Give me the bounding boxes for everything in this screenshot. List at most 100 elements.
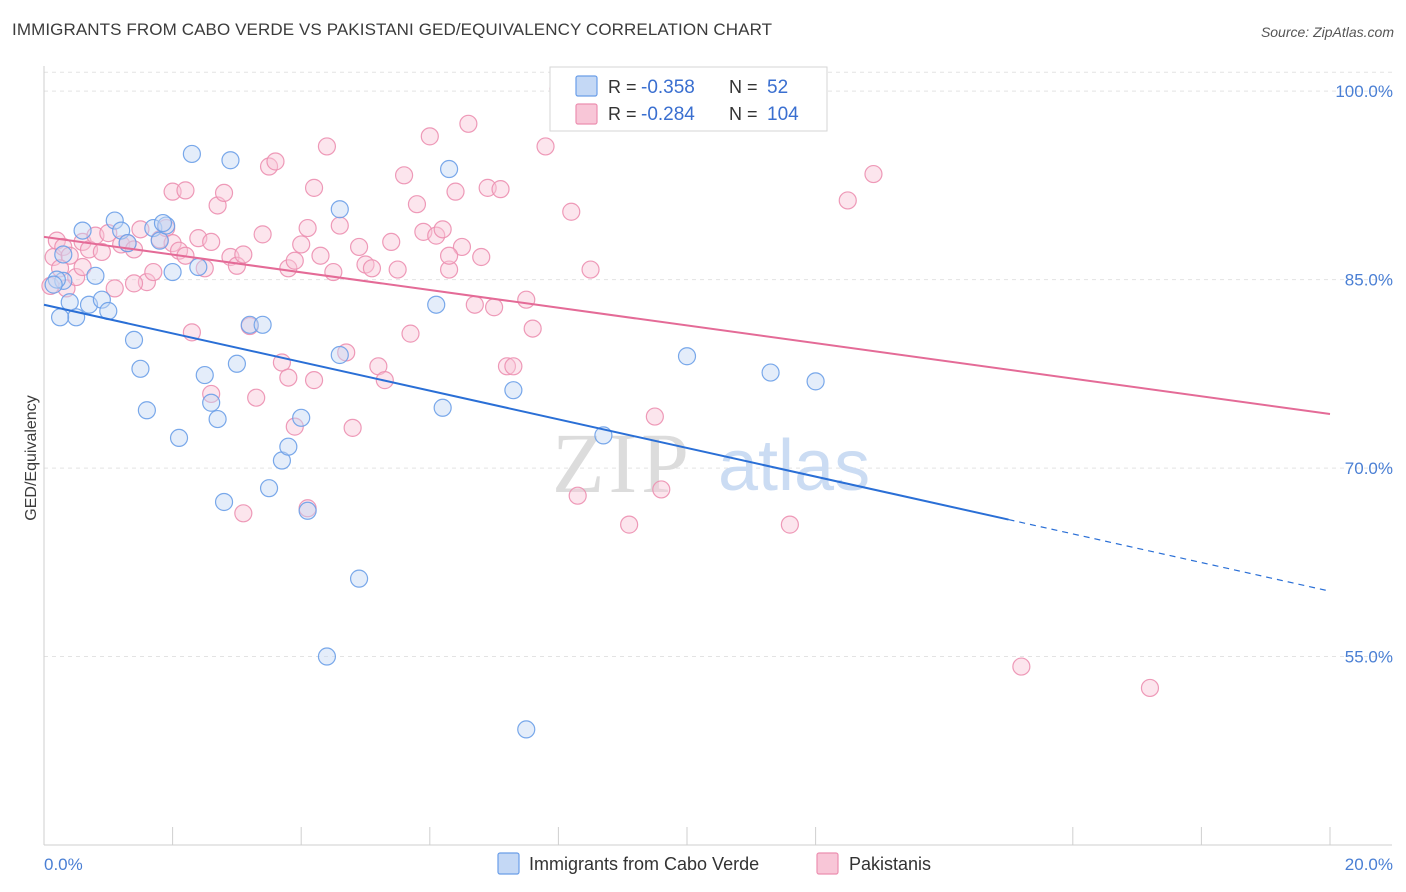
pakistanis-point-50 xyxy=(349,237,369,257)
pakistanis-point-12 xyxy=(105,279,124,298)
pakistanis-point-52 xyxy=(362,259,382,278)
legend-r-value-1: -0.284 xyxy=(641,104,695,125)
cabo-verde-point-50 xyxy=(44,275,63,294)
pakistanis-point-16 xyxy=(131,220,150,239)
pakistanis-point-31 xyxy=(227,256,246,275)
legend-r-value-0: -0.358 xyxy=(641,77,695,98)
legend-swatch-blue xyxy=(575,75,598,97)
x-tick-label-1: 20.0% xyxy=(1345,855,1393,874)
pakistanis-point-72 xyxy=(491,180,510,199)
cabo-verde-point-29 xyxy=(259,479,279,498)
pakistanis-point-44 xyxy=(311,246,330,265)
cabo-verde-point-48 xyxy=(806,372,825,391)
watermark: ZIP atlas xyxy=(552,415,870,511)
cabo-verde-point-16 xyxy=(157,216,176,235)
pakistanis-point-74 xyxy=(504,357,523,376)
pakistanis-point-87 xyxy=(780,515,799,534)
pakistanis-point-91 xyxy=(1140,678,1160,698)
chart-title: IMMIGRANTS FROM CABO VERDE VS PAKISTANI … xyxy=(12,20,773,39)
pakistanis-point-37 xyxy=(266,152,285,171)
x-tick-labels: 0.0% 20.0% xyxy=(44,855,1393,874)
cabo-verde-point-35 xyxy=(330,345,349,365)
cabo-verde-point-24 xyxy=(214,492,234,512)
pakistanis-point-90 xyxy=(1012,657,1031,676)
pakistanis-point-76 xyxy=(523,319,542,338)
series-label-cabo-verde: Immigrants from Cabo Verde xyxy=(529,854,759,874)
pakistanis-point-68 xyxy=(465,295,484,314)
cabo-verde-point-18 xyxy=(169,428,189,448)
pakistanis-point-103 xyxy=(439,246,459,265)
y-tick-label-0: 55.0% xyxy=(1345,648,1393,667)
cabo-verde-point-49 xyxy=(517,720,536,739)
pakistanis-point-89 xyxy=(864,164,883,184)
cabo-verde-point-8 xyxy=(105,211,124,230)
cabo-verde-point-17 xyxy=(163,262,182,282)
legend-swatch-pink xyxy=(575,103,598,125)
pakistanis-trend-line xyxy=(43,235,1331,416)
cabo-verde-point-26 xyxy=(227,354,246,373)
pakistanis-point-97 xyxy=(304,371,324,390)
cabo-verde-point-32 xyxy=(292,408,311,427)
legend-r-label-0: R = xyxy=(608,77,637,97)
pakistanis-point-42 xyxy=(298,218,317,238)
pakistanis-point-64 xyxy=(439,260,459,279)
pakistanis-point-29 xyxy=(214,183,234,203)
cabo-verde-point-36 xyxy=(330,200,349,219)
pakistanis-point-58 xyxy=(401,324,420,343)
cabo-verde-point-34 xyxy=(317,647,337,666)
cabo-verde-point-0 xyxy=(54,271,73,290)
cabo-verde-point-6 xyxy=(92,290,111,309)
cabo-verde-point-5 xyxy=(86,266,105,285)
pakistanis-point-85 xyxy=(652,480,671,499)
pakistanis-point-47 xyxy=(330,216,349,235)
pakistanis-point-93 xyxy=(163,182,182,201)
legend-n-value-0: 52 xyxy=(767,77,788,98)
pakistanis-point-27 xyxy=(202,232,221,252)
pakistanis-point-77 xyxy=(536,137,555,156)
pakistanis-point-57 xyxy=(394,166,414,185)
pakistanis-point-73 xyxy=(497,357,517,376)
axes xyxy=(43,66,1392,846)
x-tick-label-0: 0.0% xyxy=(44,855,83,874)
pakistanis-point-17 xyxy=(137,273,156,292)
pakistanis-point-61 xyxy=(420,127,439,146)
pakistanis-point-56 xyxy=(388,260,407,279)
pakistanis-point-59 xyxy=(407,195,427,214)
pakistanis-point-34 xyxy=(247,388,266,407)
cabo-verde-point-43 xyxy=(439,159,459,179)
cabo-verde-point-12 xyxy=(131,359,150,378)
cabo-verde-point-44 xyxy=(504,381,523,400)
pakistanis-point-92 xyxy=(124,274,144,293)
chart-source: Source: ZipAtlas.com xyxy=(1260,24,1394,40)
pakistanis-point-70 xyxy=(478,178,497,197)
pakistanis-point-98 xyxy=(234,504,253,523)
pakistanis-point-101 xyxy=(73,257,92,277)
cabo-verde-point-13 xyxy=(137,401,156,420)
pakistanis-point-49 xyxy=(343,418,362,437)
pakistanis-point-35 xyxy=(253,225,272,244)
watermark-atlas: atlas xyxy=(718,426,870,506)
pakistanis-point-10 xyxy=(92,242,111,262)
pakistanis-point-55 xyxy=(382,232,401,252)
cabo-verde-point-51 xyxy=(153,213,173,233)
pakistanis-point-63 xyxy=(433,220,452,239)
legend-r-label-1: R = xyxy=(608,104,637,124)
cabo-verde-point-27 xyxy=(240,315,259,334)
pakistanis-point-40 xyxy=(285,251,304,270)
cabo-verde-point-21 xyxy=(195,365,214,385)
cabo-verde-point-41 xyxy=(427,295,446,314)
pakistanis-point-79 xyxy=(562,202,581,221)
cabo-verde-trend-line xyxy=(43,303,1009,521)
cabo-verde-point-47 xyxy=(761,363,780,382)
cabo-verde-point-46 xyxy=(677,347,697,366)
pakistanis-point-32 xyxy=(234,245,253,264)
legend-n-label-1: N = xyxy=(729,104,758,124)
watermark-zip: ZIP xyxy=(552,415,693,511)
cabo-verde-point-37 xyxy=(349,569,369,588)
pakistanis-point-69 xyxy=(472,247,491,267)
legend-n-value-1: 104 xyxy=(767,104,799,125)
cabo-verde-point-38 xyxy=(47,270,66,289)
series-legend: Immigrants from Cabo Verde Pakistanis xyxy=(497,852,931,875)
pakistanis-point-80 xyxy=(568,486,587,505)
